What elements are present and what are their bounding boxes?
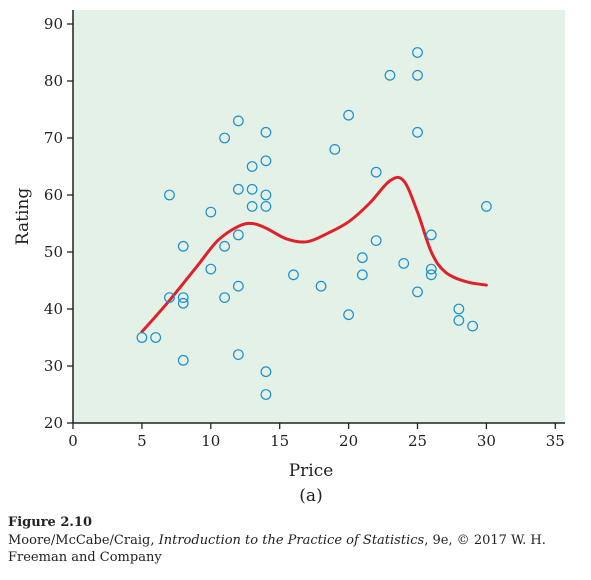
data-point (164, 292, 175, 304)
data-point (150, 332, 162, 343)
x-tick-label: 10 (201, 432, 220, 450)
data-point (425, 269, 437, 281)
data-point (453, 315, 465, 326)
data-point (315, 280, 327, 292)
data-point (260, 126, 272, 138)
y-tick-label: 40 (44, 300, 63, 318)
data-point (232, 349, 244, 361)
data-point (246, 161, 258, 172)
data-point (412, 126, 423, 138)
data-point (467, 320, 479, 332)
x-tick-label: 5 (137, 432, 147, 450)
data-point (260, 155, 272, 167)
data-point (232, 183, 244, 195)
data-point (356, 252, 368, 264)
x-axis-label: Price (289, 461, 334, 481)
data-point (136, 332, 148, 343)
data-point (398, 258, 410, 269)
y-tick-label: 90 (44, 15, 63, 33)
data-point (260, 366, 272, 378)
data-point (219, 292, 230, 304)
credit-book-title: Introduction to the Practice of Statisti… (158, 533, 425, 548)
y-tick-label: 30 (44, 357, 63, 375)
y-tick-label: 60 (44, 186, 63, 204)
data-point (343, 109, 355, 121)
data-point (412, 69, 423, 81)
data-point (260, 200, 272, 212)
x-tick-label: 25 (408, 432, 427, 450)
y-axis-label: Rating (13, 188, 33, 246)
data-point (232, 280, 244, 292)
data-point (425, 229, 437, 241)
data-point (232, 115, 244, 127)
data-point (177, 354, 189, 366)
credit-authors: Moore/McCabe/Craig, (8, 533, 159, 548)
data-point (412, 286, 423, 298)
data-point (343, 309, 355, 321)
plot-area (73, 10, 565, 423)
data-point (232, 229, 244, 241)
data-point (356, 269, 368, 281)
y-tick-label: 70 (44, 129, 63, 147)
data-point (481, 200, 492, 212)
data-point (453, 303, 465, 315)
y-tick-label: 80 (44, 72, 63, 90)
x-tick-label: 30 (477, 432, 496, 450)
data-point (370, 166, 382, 178)
data-point (177, 240, 189, 252)
data-point (177, 297, 189, 309)
data-point (164, 189, 175, 201)
credit-rest: , 9e, © 2017 W. H. Freeman and Company (8, 533, 546, 565)
smooth-curve (140, 175, 488, 334)
figure-label: Figure 2.10 (8, 515, 93, 530)
x-tick-label: 35 (546, 432, 565, 450)
data-point (205, 206, 217, 218)
data-point (260, 189, 272, 201)
panel-label: (a) (299, 486, 322, 506)
data-point (412, 47, 423, 58)
data-point (246, 200, 258, 212)
data-point (370, 235, 382, 247)
data-point (260, 389, 272, 400)
data-point (219, 132, 230, 144)
data-point (384, 69, 396, 81)
data-point (177, 292, 189, 304)
figure-credit: Moore/McCabe/Craig, Introduction to the … (8, 532, 568, 566)
x-tick-label: 0 (68, 432, 78, 450)
x-tick-label: 20 (339, 432, 358, 450)
data-point (425, 263, 437, 275)
y-tick-label: 50 (44, 243, 63, 261)
data-point (288, 269, 299, 281)
data-point (219, 240, 230, 252)
data-point (205, 263, 217, 275)
data-point (329, 143, 341, 155)
data-point (246, 183, 258, 195)
y-tick-label: 20 (44, 414, 63, 432)
x-tick-label: 15 (270, 432, 289, 450)
